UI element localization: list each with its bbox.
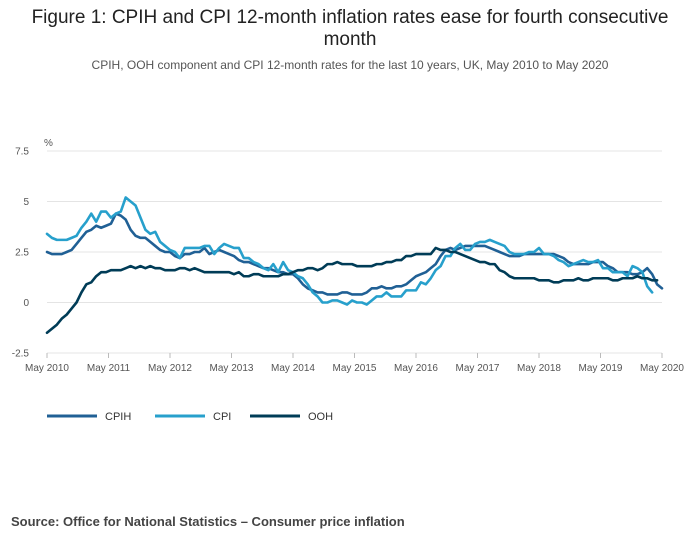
x-tick-label: May 2018 bbox=[517, 363, 561, 374]
x-tick-label: May 2016 bbox=[394, 363, 438, 374]
chart-title: Figure 1: CPIH and CPI 12-month inflatio… bbox=[31, 7, 669, 50]
chart-subtitle: CPIH, OOH component and CPI 12-month rat… bbox=[91, 58, 609, 72]
gridlines bbox=[47, 150, 662, 354]
x-tick-label: May 2013 bbox=[210, 363, 254, 374]
x-tick-label: May 2017 bbox=[456, 363, 500, 374]
legend: CPIH CPI OOH bbox=[47, 411, 333, 423]
x-tick-label: May 2015 bbox=[333, 363, 377, 374]
source-note: Source: Office for National Statistics –… bbox=[11, 514, 405, 529]
y-axis-ticks: 7.5 5 2.5 0 -2.5 bbox=[12, 147, 30, 360]
x-tick-label: May 2012 bbox=[148, 363, 192, 374]
y-tick-label: -2.5 bbox=[12, 349, 30, 360]
legend-label-cpi: CPI bbox=[213, 411, 231, 423]
x-tick-label: May 2010 bbox=[25, 363, 69, 374]
legend-label-cpih: CPIH bbox=[105, 411, 131, 423]
x-tick-label: May 2014 bbox=[271, 363, 315, 374]
y-tick-label: 5 bbox=[23, 197, 29, 208]
x-axis-ticks: May 2010 May 2011 May 2012 May 2013 May 2014… bbox=[25, 353, 684, 374]
x-tick-label: May 2011 bbox=[87, 363, 131, 374]
y-tick-label: 7.5 bbox=[15, 147, 29, 158]
series-line-cpi bbox=[45, 196, 654, 306]
legend-label-ooh: OOH bbox=[308, 411, 333, 423]
x-tick-label: May 2019 bbox=[579, 363, 623, 374]
series-line-ooh bbox=[45, 246, 659, 335]
y-axis-label: % bbox=[44, 138, 53, 149]
x-tick-label: May 2020 bbox=[640, 363, 684, 374]
y-tick-label: 0 bbox=[23, 298, 29, 309]
series-line-cpih bbox=[45, 212, 664, 296]
y-tick-label: 2.5 bbox=[15, 248, 29, 259]
series-lines bbox=[45, 196, 664, 335]
